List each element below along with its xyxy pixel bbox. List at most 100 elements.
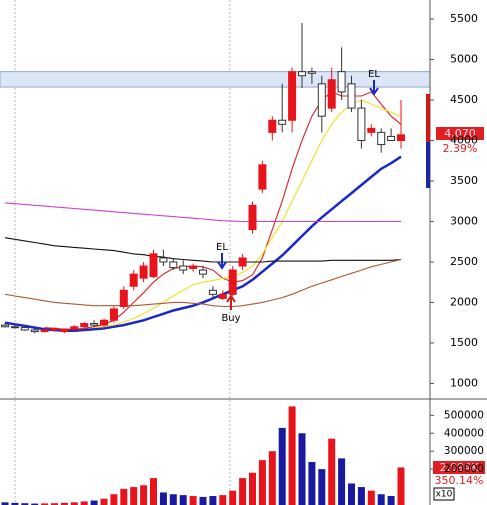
candle-body: [169, 261, 178, 269]
volume-box: [433, 461, 485, 474]
y-tick-label: 1500: [450, 336, 478, 349]
volume-bar: [159, 492, 167, 505]
volume-bar: [308, 461, 316, 505]
candle-body: [218, 293, 227, 299]
volume-bar: [169, 494, 177, 505]
volume-bar: [328, 438, 336, 505]
volume-bar: [11, 502, 19, 505]
range-bar: [426, 94, 430, 142]
candle-body: [387, 135, 396, 141]
candle-body: [208, 289, 217, 295]
candle-body: [179, 265, 188, 271]
price-box: [436, 127, 484, 140]
last-price: 4,070: [444, 127, 476, 140]
volume-bar: [41, 503, 49, 505]
candle-body: [397, 134, 405, 141]
volume-bar: [1, 502, 9, 505]
volume-bar: [239, 478, 247, 505]
ma-line: [4, 258, 402, 308]
candle-body: [1, 324, 9, 328]
candle-body: [20, 327, 29, 331]
annotation: Buy: [221, 313, 240, 324]
volume-bar: [80, 501, 88, 505]
volume-scale: x10: [436, 490, 453, 500]
volume-bar: [338, 458, 346, 505]
y-tick-label: 5000: [450, 53, 478, 66]
candle-body: [278, 119, 287, 125]
volume-bar: [278, 427, 286, 505]
volume-bar: [179, 495, 187, 505]
candle-body: [60, 328, 69, 333]
candle-body: [238, 257, 247, 267]
arrow: [369, 80, 379, 96]
volume-bar: [357, 487, 365, 505]
plot: [0, 23, 431, 505]
candle-body: [228, 269, 237, 295]
volume-bar: [249, 472, 256, 505]
volume-bar: [288, 406, 296, 505]
candle-body: [119, 289, 128, 307]
candle-body: [129, 273, 138, 287]
volume-bar: [110, 494, 118, 505]
candle-body: [50, 327, 59, 331]
range-bar: [426, 142, 430, 188]
volume-tick-label: 200000: [444, 463, 484, 475]
volume-bar: [90, 500, 98, 505]
volume-bar: [130, 487, 138, 505]
y-tick-label: 4000: [450, 133, 478, 146]
volume-bar: [219, 495, 227, 505]
change: 2.39%: [443, 142, 478, 155]
candle-body: [317, 83, 326, 117]
candle-body: [347, 83, 356, 109]
candle-body: [10, 326, 19, 329]
candle-body: [288, 71, 297, 121]
annotation: EL: [368, 69, 380, 80]
volume-tick-label: 400000: [444, 427, 484, 439]
candle-body: [189, 265, 198, 269]
ma-line: [4, 237, 402, 263]
annotation: EL: [216, 242, 228, 253]
volume-bar: [100, 498, 108, 505]
volume-bar: [140, 485, 148, 505]
volume-bar: [377, 494, 385, 505]
volume-change: 350.14%: [435, 474, 484, 487]
volume-bar: [397, 467, 405, 505]
volume-bar: [60, 502, 68, 505]
candle-body: [90, 323, 99, 326]
candle-body: [357, 107, 366, 141]
candle-body: [248, 204, 257, 231]
candle-body: [258, 164, 267, 190]
candle-body: [268, 119, 277, 133]
y-tick-label: 3500: [450, 174, 478, 187]
candle-body: [40, 329, 49, 333]
arrow: [226, 294, 236, 310]
y-tick-label: 2000: [450, 295, 478, 308]
volume-bar: [209, 496, 217, 505]
candle-body: [70, 326, 79, 330]
candle-body: [80, 323, 89, 328]
volume-bar: [258, 460, 266, 505]
candle-body: [30, 329, 39, 333]
y-tick-label: 5500: [450, 12, 478, 25]
arrow: [217, 253, 227, 270]
highlight-band: [0, 71, 431, 88]
candle-body: [367, 127, 376, 133]
volume-bar: [51, 503, 58, 505]
y-tick-label: 1000: [450, 376, 478, 389]
y-tick-label: 4500: [450, 93, 478, 106]
volume-bar: [150, 478, 157, 505]
volume-bar: [189, 496, 197, 505]
candle-body: [307, 71, 316, 74]
candle-body: [139, 265, 148, 279]
candle-body: [100, 319, 108, 326]
volume-bar: [298, 433, 306, 505]
volume-bar: [318, 469, 326, 505]
y-tick-label: 3000: [450, 214, 478, 227]
volume-bar: [21, 503, 29, 505]
volume-bar: [387, 496, 395, 505]
volume-bar: [31, 503, 39, 505]
ma-line: [4, 202, 401, 223]
volume-bar: [70, 502, 78, 505]
candle-body: [337, 71, 346, 93]
